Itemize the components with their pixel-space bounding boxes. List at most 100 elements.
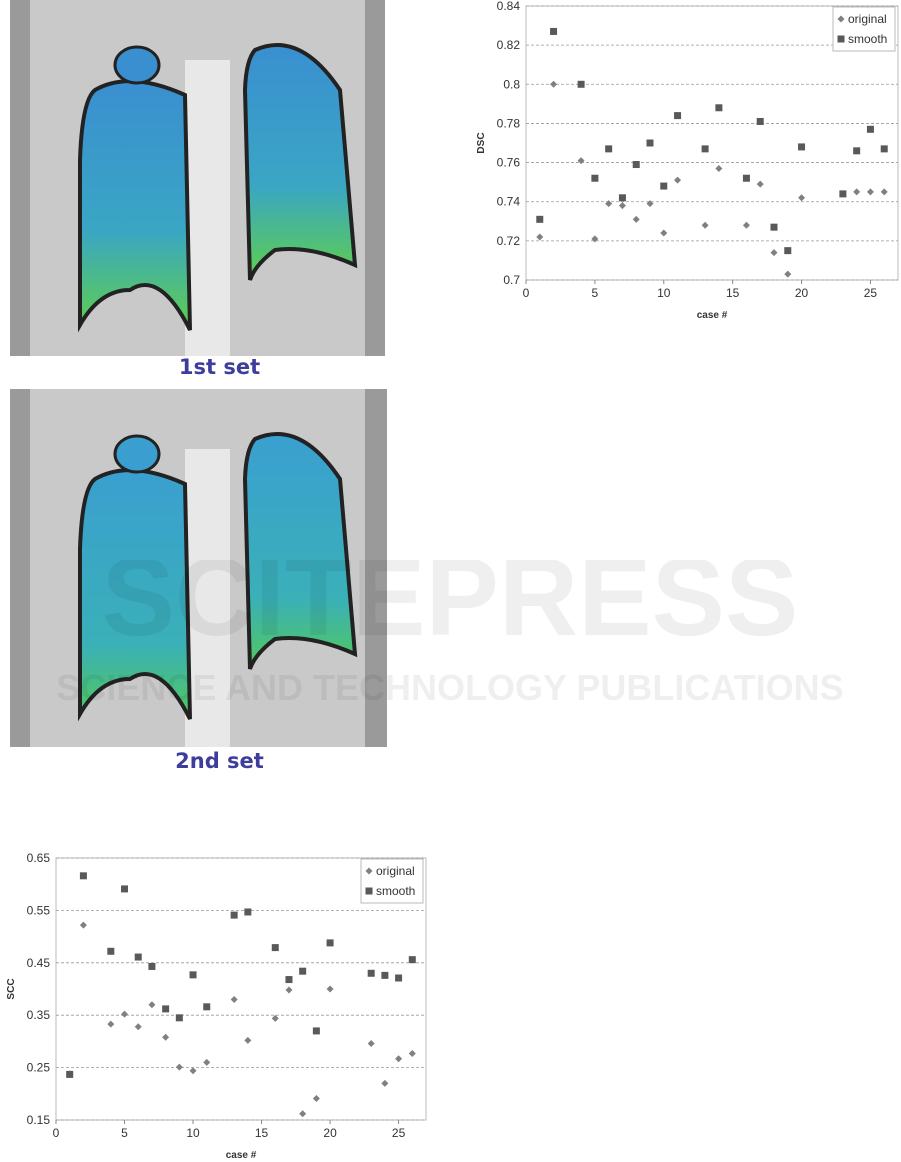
square-marker	[312, 1027, 320, 1035]
square-marker	[121, 885, 129, 893]
diamond-marker	[798, 194, 806, 202]
diamond-marker	[715, 164, 723, 172]
x-tick-label: 20	[795, 286, 809, 300]
legend-marker	[837, 15, 845, 23]
diamond-marker	[203, 1058, 211, 1066]
diamond-marker	[312, 1095, 320, 1103]
legend-box	[832, 6, 896, 52]
diamond-marker	[536, 233, 544, 241]
square-marker	[244, 908, 252, 916]
y-tick-label: 0.45	[27, 956, 51, 970]
diamond-marker	[742, 221, 750, 229]
square-marker	[189, 971, 197, 979]
x-tick-label: 15	[255, 1126, 269, 1140]
y-tick-label: 0.55	[27, 903, 51, 917]
square-marker	[381, 971, 389, 979]
square-marker	[408, 956, 416, 964]
diamond-marker	[381, 1079, 389, 1087]
x-tick-label: 25	[864, 286, 878, 300]
diamond-marker	[79, 921, 87, 929]
diamond-marker	[591, 235, 599, 243]
figure-caption: 1st set	[178, 355, 261, 379]
legend-marker	[365, 887, 373, 895]
square-marker	[784, 247, 792, 255]
y-tick-label: 0.82	[497, 38, 521, 52]
diamond-marker	[326, 985, 334, 993]
diamond-marker	[770, 249, 778, 257]
square-marker	[367, 969, 375, 977]
square-marker	[866, 125, 874, 133]
square-marker	[660, 182, 668, 190]
diamond-marker	[646, 200, 654, 208]
x-tick-label: 10	[657, 286, 671, 300]
x-tick-label: 0	[523, 286, 530, 300]
square-marker	[880, 145, 888, 153]
x-axis-label: case #	[226, 1150, 257, 1161]
diamond-marker	[866, 188, 874, 196]
diamond-marker	[162, 1033, 170, 1041]
square-marker	[536, 215, 544, 223]
diamond-marker	[660, 229, 668, 237]
diamond-marker	[756, 180, 764, 188]
ct-image	[10, 0, 385, 356]
square-marker	[839, 190, 847, 198]
legend-label: smooth	[848, 32, 887, 46]
square-marker	[66, 1070, 74, 1078]
legend-label: smooth	[376, 884, 415, 898]
y-tick-label: 0.35	[27, 1008, 51, 1022]
x-tick-label: 10	[186, 1126, 200, 1140]
diamond-marker	[395, 1055, 403, 1063]
y-tick-label: 0.7	[503, 273, 520, 287]
square-marker	[770, 223, 778, 231]
y-tick-label: 0.25	[27, 1061, 51, 1075]
square-marker	[674, 112, 682, 120]
square-marker	[230, 911, 238, 919]
figure-caption: 2nd set	[175, 749, 264, 773]
legend-label: original	[848, 12, 887, 26]
square-marker	[134, 953, 142, 961]
diamond-marker	[175, 1063, 183, 1071]
square-marker	[798, 143, 806, 151]
diamond-marker	[134, 1023, 142, 1031]
legend-marker	[365, 867, 373, 875]
square-marker	[742, 174, 750, 182]
square-marker	[299, 967, 307, 975]
square-marker	[550, 27, 558, 35]
y-tick-label: 0.72	[497, 234, 521, 248]
diamond-marker	[299, 1110, 307, 1118]
x-axis-label: case #	[697, 310, 728, 321]
square-marker	[162, 1005, 170, 1013]
y-tick-label: 0.15	[27, 1113, 51, 1127]
diamond-marker	[618, 202, 626, 210]
square-marker	[756, 117, 764, 125]
square-marker	[701, 145, 709, 153]
legend-label: original	[376, 864, 415, 878]
plot-area	[525, 5, 899, 281]
square-marker	[577, 80, 585, 88]
x-tick-label: 5	[592, 286, 599, 300]
legend-marker	[837, 35, 845, 43]
diamond-marker	[271, 1014, 279, 1022]
legend: original smooth	[832, 6, 896, 52]
square-marker	[591, 174, 599, 182]
x-tick-label: 20	[323, 1126, 337, 1140]
diamond-marker	[367, 1039, 375, 1047]
y-tick-label: 0.78	[497, 116, 521, 130]
x-tick-label: 25	[392, 1126, 406, 1140]
square-marker	[618, 194, 626, 202]
chart: 0.7 0.72 0.74 0.76 0.78 0.8 0.82 0.84 0 5 10 15 20 25…	[476, 0, 899, 321]
diamond-marker	[701, 221, 709, 229]
square-marker	[148, 962, 156, 970]
square-marker	[853, 147, 861, 155]
y-tick-label: 0.84	[497, 0, 521, 13]
diamond-marker	[784, 270, 792, 278]
diamond-marker	[189, 1067, 197, 1075]
diamond-marker	[577, 157, 585, 165]
legend: original smooth	[360, 858, 424, 904]
diamond-marker	[285, 986, 293, 994]
ct-image	[10, 389, 387, 747]
square-marker	[326, 939, 334, 947]
diamond-marker	[632, 215, 640, 223]
square-marker	[646, 139, 654, 147]
diamond-marker	[121, 1010, 129, 1018]
